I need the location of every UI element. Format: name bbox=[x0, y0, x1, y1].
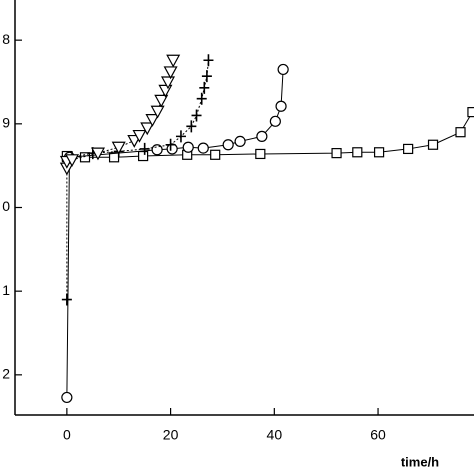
square-marker bbox=[138, 150, 149, 162]
triangle-marker bbox=[150, 105, 165, 119]
plus-marker bbox=[61, 293, 72, 306]
triangle-marker bbox=[145, 114, 160, 127]
plus-marker bbox=[201, 70, 212, 83]
circle-marker bbox=[275, 100, 287, 112]
circle-marker bbox=[182, 141, 194, 153]
series-line bbox=[66, 60, 174, 169]
square-marker bbox=[373, 147, 385, 158]
plus-marker bbox=[165, 138, 176, 151]
triangle-marker bbox=[65, 154, 80, 168]
circle-marker bbox=[256, 130, 268, 142]
y-tick-label: 9 bbox=[2, 115, 10, 131]
circle-marker bbox=[151, 144, 163, 156]
plus-marker bbox=[175, 130, 186, 143]
circle-marker bbox=[61, 391, 73, 404]
circle-marker bbox=[277, 63, 289, 76]
x-tick-label: 40 bbox=[267, 427, 283, 443]
plus-marker bbox=[203, 54, 214, 67]
square-marker bbox=[331, 148, 342, 159]
y-tick-label: 2 bbox=[2, 366, 10, 382]
square-marker bbox=[403, 143, 414, 155]
plus-marker bbox=[191, 109, 202, 122]
y-tick-label: 1 bbox=[2, 282, 10, 298]
triangle-marker bbox=[140, 122, 155, 136]
plus-marker bbox=[186, 120, 197, 133]
triangle-marker bbox=[111, 141, 126, 155]
circle-marker bbox=[222, 139, 234, 151]
square-marker bbox=[467, 107, 474, 118]
series-line bbox=[66, 60, 209, 300]
x-tick-label: 20 bbox=[163, 427, 179, 443]
triangle-marker bbox=[154, 94, 169, 108]
square-marker bbox=[427, 139, 439, 150]
circle-marker bbox=[269, 115, 281, 127]
square-marker bbox=[255, 148, 266, 160]
y-tick-label: 0 bbox=[2, 198, 10, 214]
x-tick-label: 60 bbox=[370, 427, 386, 443]
triangle-marker bbox=[90, 147, 105, 161]
x-tick-label: 0 bbox=[63, 427, 71, 443]
triangle-marker bbox=[163, 66, 178, 80]
circle-marker bbox=[234, 135, 246, 148]
x-axis-label: time/h bbox=[401, 454, 439, 469]
triangle-marker bbox=[158, 84, 173, 98]
series-line bbox=[66, 69, 284, 398]
plus-marker bbox=[196, 92, 207, 105]
plus-marker bbox=[139, 142, 150, 155]
triangle-marker bbox=[132, 129, 147, 143]
square-marker bbox=[210, 149, 221, 160]
triangle-marker bbox=[166, 54, 181, 68]
square-marker bbox=[352, 147, 363, 158]
y-tick-label: 8 bbox=[2, 31, 10, 47]
circle-marker bbox=[197, 142, 209, 154]
plus-marker bbox=[199, 81, 210, 94]
triangle-marker bbox=[160, 76, 176, 90]
square-marker bbox=[455, 127, 466, 138]
